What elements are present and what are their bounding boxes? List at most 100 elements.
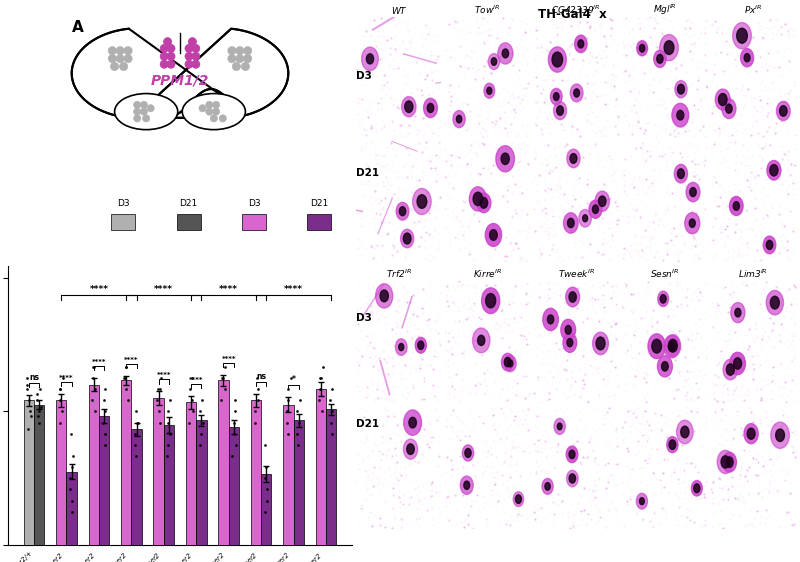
Title: CG42339$^{IR}$: CG42339$^{IR}$ xyxy=(551,4,601,16)
Title: Tow$^{IR}$: Tow$^{IR}$ xyxy=(474,4,500,16)
Circle shape xyxy=(213,108,220,115)
Circle shape xyxy=(723,359,738,380)
Circle shape xyxy=(460,476,473,495)
Circle shape xyxy=(554,102,566,120)
Text: D3: D3 xyxy=(356,312,372,323)
Text: L': L' xyxy=(714,418,722,427)
Circle shape xyxy=(569,474,575,483)
Circle shape xyxy=(470,187,486,211)
Circle shape xyxy=(779,106,787,116)
Circle shape xyxy=(766,291,783,315)
Text: F: F xyxy=(625,28,630,37)
Circle shape xyxy=(548,47,566,72)
Bar xyxy=(121,380,131,545)
Circle shape xyxy=(734,202,739,210)
Circle shape xyxy=(567,338,573,347)
Text: E: E xyxy=(536,28,542,37)
Circle shape xyxy=(763,236,776,253)
Circle shape xyxy=(482,288,500,314)
Circle shape xyxy=(726,457,733,468)
Circle shape xyxy=(550,88,562,105)
Circle shape xyxy=(669,440,676,450)
Circle shape xyxy=(185,52,193,60)
Circle shape xyxy=(542,478,553,495)
Circle shape xyxy=(427,103,434,112)
Text: D3: D3 xyxy=(117,199,130,208)
Circle shape xyxy=(140,108,147,115)
Circle shape xyxy=(134,108,141,115)
Text: ****: **** xyxy=(219,285,238,294)
Circle shape xyxy=(595,191,610,211)
Bar xyxy=(89,384,99,545)
Circle shape xyxy=(396,202,409,220)
Circle shape xyxy=(690,219,695,228)
Circle shape xyxy=(569,292,576,302)
Title: Lim3$^{IR}$: Lim3$^{IR}$ xyxy=(738,268,768,280)
Circle shape xyxy=(567,149,580,167)
Circle shape xyxy=(160,52,168,60)
Circle shape xyxy=(473,328,490,353)
Circle shape xyxy=(362,47,378,71)
Circle shape xyxy=(490,230,498,241)
Circle shape xyxy=(380,290,388,302)
Circle shape xyxy=(741,48,754,67)
Circle shape xyxy=(730,302,745,323)
Circle shape xyxy=(574,89,579,97)
Title: Mgl$^{IR}$: Mgl$^{IR}$ xyxy=(653,2,677,17)
Circle shape xyxy=(569,450,575,459)
Text: ****: **** xyxy=(59,375,74,380)
Circle shape xyxy=(403,439,418,459)
Circle shape xyxy=(167,60,175,69)
Title: Trf2$^{IR}$: Trf2$^{IR}$ xyxy=(386,268,411,280)
Circle shape xyxy=(636,493,647,509)
Circle shape xyxy=(418,341,424,350)
Circle shape xyxy=(415,337,426,353)
Circle shape xyxy=(637,40,647,56)
Circle shape xyxy=(405,101,413,112)
Circle shape xyxy=(776,429,785,442)
Circle shape xyxy=(167,44,175,52)
Circle shape xyxy=(242,62,250,71)
Circle shape xyxy=(657,55,663,64)
Text: ****: **** xyxy=(222,356,236,362)
Circle shape xyxy=(677,420,693,444)
Circle shape xyxy=(578,40,584,48)
Circle shape xyxy=(589,200,602,218)
FancyBboxPatch shape xyxy=(111,214,135,230)
Circle shape xyxy=(557,106,563,115)
Circle shape xyxy=(488,53,500,70)
Text: D21: D21 xyxy=(310,199,329,208)
Circle shape xyxy=(219,115,226,122)
Circle shape xyxy=(664,40,674,55)
Text: J': J' xyxy=(536,418,542,427)
Circle shape xyxy=(244,47,252,55)
Circle shape xyxy=(678,84,685,94)
Circle shape xyxy=(147,105,154,112)
Bar xyxy=(261,474,271,545)
Circle shape xyxy=(662,361,668,371)
Circle shape xyxy=(686,182,700,202)
Bar xyxy=(326,409,336,545)
Circle shape xyxy=(399,207,406,216)
Circle shape xyxy=(185,60,193,69)
Circle shape xyxy=(660,294,666,303)
Text: ****: **** xyxy=(284,285,303,294)
Circle shape xyxy=(652,339,662,353)
Bar xyxy=(218,380,229,545)
Circle shape xyxy=(188,38,197,46)
Circle shape xyxy=(674,164,687,183)
Circle shape xyxy=(666,437,678,453)
Circle shape xyxy=(228,47,236,55)
Title: Kirre$^{IR}$: Kirre$^{IR}$ xyxy=(473,268,502,280)
Circle shape xyxy=(401,229,414,248)
Circle shape xyxy=(116,55,124,62)
Circle shape xyxy=(734,358,742,369)
Text: D21: D21 xyxy=(356,419,379,429)
Circle shape xyxy=(409,417,416,428)
Circle shape xyxy=(596,337,605,350)
Circle shape xyxy=(413,188,431,215)
Circle shape xyxy=(116,47,124,55)
Circle shape xyxy=(160,60,168,69)
Text: ****: **** xyxy=(189,377,203,383)
Circle shape xyxy=(691,481,702,496)
